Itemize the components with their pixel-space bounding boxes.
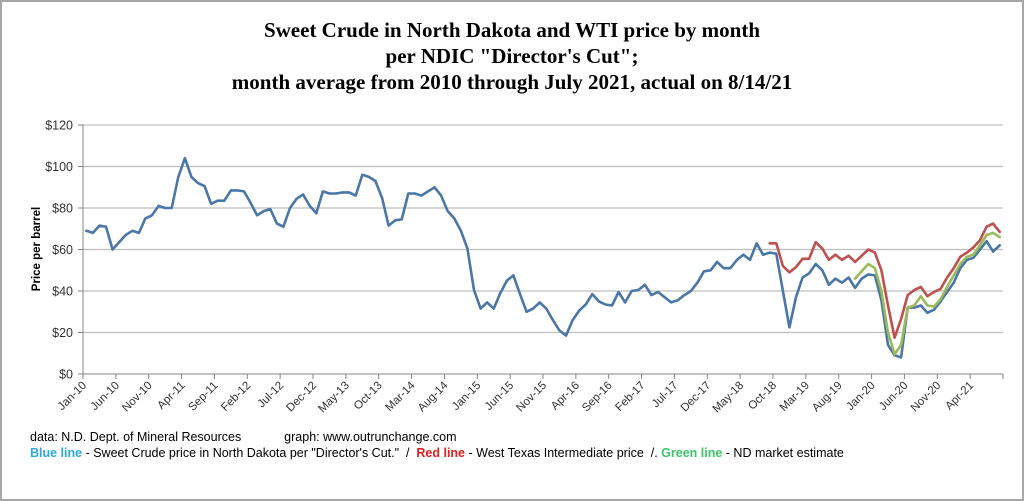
legend-blue-desc: - Sweet Crude price in North Dakota per … (82, 446, 417, 460)
data-source: data: N.D. Dept. of Mineral Resources (30, 430, 242, 444)
gridlines (83, 124, 1003, 334)
x-tick-label: Jul-17 (650, 380, 681, 411)
x-tick-label: Jun-20 (877, 380, 910, 413)
x-tick-label: Jun-15 (483, 380, 516, 413)
legend-text: Blue line - Sweet Crude price in North D… (30, 446, 844, 460)
series-line-blue (85, 156, 1002, 359)
y-tick-label: $0 (59, 368, 73, 382)
x-tick-label: Jan-10 (56, 380, 89, 413)
series-lines (85, 156, 1002, 359)
x-tick-label: Mar-14 (383, 379, 418, 414)
x-tick-label: Oct-18 (746, 380, 779, 413)
y-tick-label: $80 (52, 202, 73, 216)
x-tick-label: Jan-15 (450, 380, 483, 413)
x-tick-label: Feb-17 (613, 380, 647, 414)
chart-title-line-3: month average from 2010 through July 202… (231, 70, 793, 94)
x-tick-label: Mar-19 (778, 380, 812, 414)
x-tick-label: Oct-13 (352, 380, 385, 413)
legend-green-desc: - ND market estimate (722, 446, 844, 460)
x-tick-label: Sep-11 (186, 380, 220, 414)
x-tick-label: Apr-16 (549, 380, 582, 413)
legend-green-label: Green line (661, 446, 723, 460)
chart-title-line-2: per NDIC "Director's Cut"; (385, 44, 639, 68)
x-tick-label: Nov-20 (909, 380, 944, 415)
y-tick-label: $60 (52, 243, 73, 257)
series-line-green (853, 231, 1002, 356)
x-tick-label: Apr-11 (155, 380, 187, 412)
footer-credits: data: N.D. Dept. of Mineral Resources gr… (30, 430, 457, 444)
axes (78, 124, 1004, 379)
y-tick-label: $20 (52, 326, 73, 340)
y-tick-label: $40 (52, 285, 73, 299)
x-tick-label: Nov-15 (514, 380, 549, 415)
y-tick-label: $120 (45, 119, 73, 133)
x-tick-label: Jan-20 (844, 380, 877, 413)
x-tick-label: Dec-17 (679, 380, 714, 415)
legend-blue-label: Blue line (30, 446, 83, 460)
x-tick-label: Apr-21 (943, 380, 976, 413)
x-tick-label: Aug-19 (810, 380, 845, 415)
graph-credit: graph: www.outrunchange.com (284, 430, 457, 444)
legend-red-label: Red line (416, 446, 466, 460)
legend-red-desc: - West Texas Intermediate price /. (465, 446, 662, 460)
x-tick-label: May-18 (711, 380, 747, 416)
y-tick-labels: $0 $20 $40 $60 $80 $100 $120 (45, 119, 73, 382)
y-axis-label: Price per barrel (31, 207, 43, 291)
x-tick-label: Sep-16 (580, 380, 615, 415)
x-tick-label: Feb-12 (219, 380, 253, 414)
series-line-red (768, 222, 1002, 340)
x-tick-label: Jul-12 (256, 380, 287, 411)
x-tick-label: Dec-12 (284, 380, 319, 415)
chart-title-line-1: Sweet Crude in North Dakota and WTI pric… (263, 18, 761, 42)
x-tick-label: Jun-10 (89, 380, 122, 413)
x-tick-label: May-13 (316, 380, 352, 416)
y-tick-label: $100 (45, 160, 73, 174)
x-tick-label: Nov-10 (120, 380, 155, 415)
x-tick-label: Aug-14 (416, 379, 451, 414)
